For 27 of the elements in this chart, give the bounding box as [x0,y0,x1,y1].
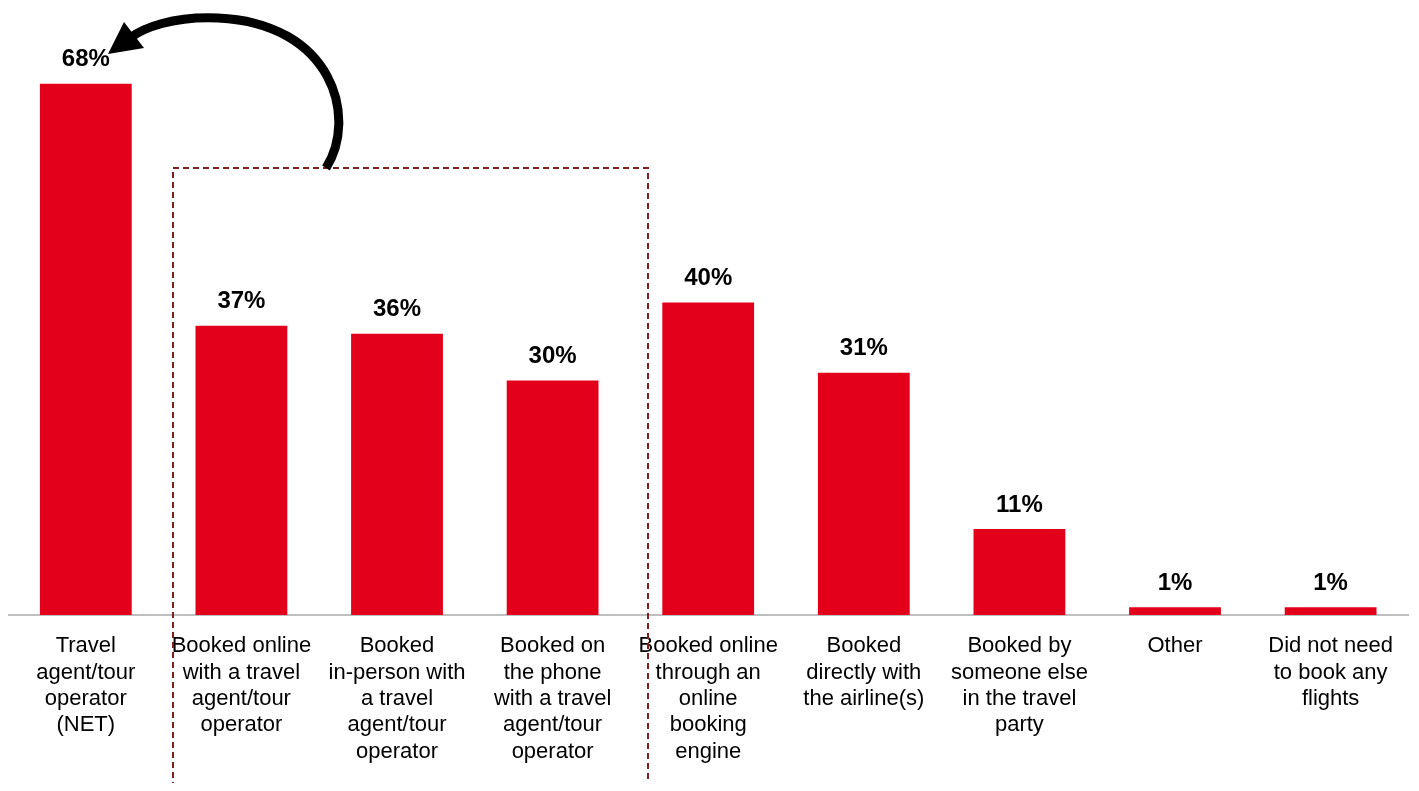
bar [506,380,599,615]
data-label: 30% [528,341,577,369]
bar [1284,607,1377,615]
data-label: 31% [839,333,888,361]
data-label: 11% [996,489,1043,517]
x-tick-label: Other [1147,632,1203,658]
bar [39,83,132,615]
x-tick-label: Booked on the phone with a travel agent/tour operator [492,632,612,763]
x-tick-label: Booked directly with the airline(s) [803,632,925,711]
data-label: 1% [1157,567,1193,595]
bar [973,529,1066,615]
x-tick-label: Booked online through an online booking engine [638,632,778,763]
x-tick-label: Travel agent/tour operator (NET) [36,632,136,737]
x-tick-label: Did not need to book any flights [1268,632,1393,711]
data-label: 36% [372,294,422,322]
x-tick-label: Booked by someone else in the travel party [950,632,1088,737]
x-tick-label: Booked online with a travel agent/tour operator [171,632,312,737]
data-label: 40% [684,263,733,291]
data-label: 68% [61,44,110,72]
x-tick-label: Booked in-person with a travel agent/tour operator [328,632,466,763]
data-label: 1% [1313,567,1348,595]
bar [195,325,288,615]
bar [817,372,910,615]
bar [1129,607,1221,615]
bar [351,333,443,615]
data-label: 37% [217,286,266,314]
bar [662,302,755,615]
